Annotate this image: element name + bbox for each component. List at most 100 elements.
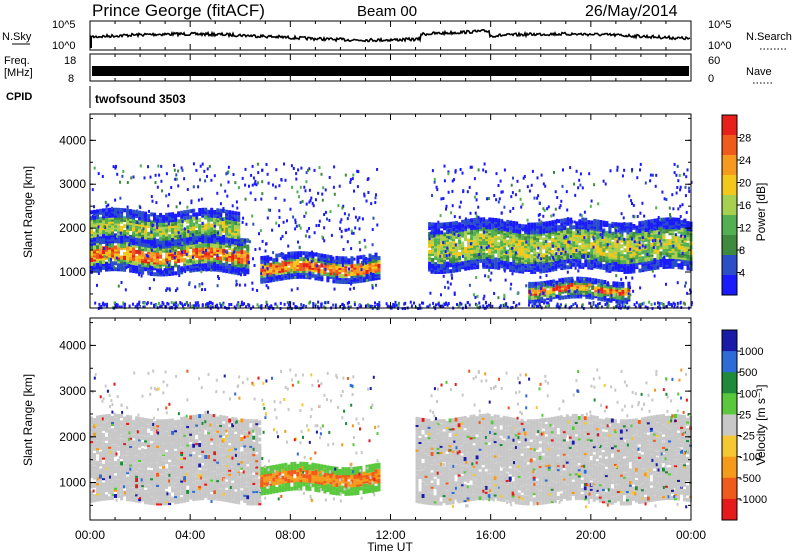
data-cell (539, 265, 543, 270)
data-cell (287, 267, 291, 272)
data-cell (555, 294, 559, 299)
data-cell (512, 234, 516, 239)
data-cell (563, 255, 567, 260)
data-cell (328, 176, 331, 179)
data-cell (317, 300, 320, 304)
data-cell (128, 304, 131, 308)
data-cell (233, 250, 236, 254)
data-cell (498, 305, 501, 309)
data-cell (286, 219, 288, 223)
data-cell (397, 301, 400, 305)
data-cell (232, 218, 235, 221)
data-cell (210, 207, 214, 212)
data-cell (567, 289, 570, 293)
data-cell (96, 245, 99, 250)
data-cell (512, 260, 516, 265)
data-cell (153, 216, 157, 221)
data-cell (320, 253, 324, 258)
data-cell (265, 242, 268, 246)
data-cell (566, 208, 569, 212)
data-cell (582, 253, 585, 257)
data-cell (311, 252, 315, 257)
data-cell (558, 206, 561, 210)
data-cell (629, 226, 633, 231)
data-cell (450, 237, 453, 241)
data-cell (464, 219, 468, 224)
data-cell (132, 239, 136, 244)
data-cell (308, 227, 310, 230)
data-cell (607, 281, 609, 285)
data-cell (602, 228, 606, 233)
data-cell (177, 251, 181, 255)
data-cell (418, 303, 421, 307)
data-cell (680, 249, 684, 254)
data-cell (236, 303, 239, 307)
data-cell (226, 251, 229, 255)
data-cell (347, 272, 351, 277)
data-cell (556, 218, 559, 222)
data-cell (542, 291, 545, 295)
data-cell (566, 217, 569, 221)
data-cell (443, 261, 447, 266)
data-cell (365, 273, 369, 278)
beam-title: Beam 00 (357, 3, 417, 20)
data-cell (550, 254, 553, 258)
data-cell (241, 176, 244, 180)
data-cell (204, 303, 207, 307)
data-cell (216, 263, 220, 268)
data-cell (572, 303, 575, 307)
data-cell (593, 183, 596, 187)
data-cell (350, 231, 353, 235)
data-cell (120, 305, 123, 309)
data-cell (120, 255, 124, 260)
data-cell (198, 208, 202, 212)
data-cell (658, 227, 661, 231)
data-cell (509, 226, 513, 231)
data-cell (186, 219, 190, 224)
data-cell (668, 239, 672, 244)
data-cell (434, 262, 438, 267)
data-cell (683, 252, 687, 257)
data-cell (522, 176, 525, 180)
data-cell (323, 254, 327, 259)
data-cell (554, 207, 557, 211)
data-cell (111, 206, 113, 210)
data-cell (342, 204, 345, 208)
data-cell (176, 304, 178, 308)
data-cell (674, 255, 678, 260)
data-cell (177, 255, 181, 259)
data-cell (633, 240, 636, 244)
data-cell (612, 266, 615, 270)
data-cell (356, 267, 360, 272)
data-cell (252, 222, 255, 226)
data-cell (123, 252, 127, 256)
data-cell (165, 236, 169, 241)
data-cell (181, 168, 184, 172)
data-cell (206, 174, 208, 178)
data-cell (536, 252, 540, 256)
data-cell (518, 257, 522, 262)
data-cell (129, 246, 133, 251)
data-cell (191, 209, 194, 213)
data-cell (566, 221, 570, 226)
data-cell (153, 272, 157, 277)
data-cell (200, 270, 203, 274)
data-cell (614, 263, 618, 268)
data-cell (195, 259, 199, 264)
data-cell (539, 247, 543, 252)
data-cell (229, 214, 232, 218)
data-cell (213, 229, 217, 234)
data-cell (174, 271, 178, 276)
data-cell (258, 247, 261, 251)
data-cell (324, 210, 327, 214)
data-cell (224, 305, 226, 309)
data-cell (686, 250, 690, 255)
data-cell (437, 240, 441, 245)
data-cell (153, 234, 157, 239)
data-cell (509, 287, 512, 291)
data-cell (243, 302, 245, 306)
data-cell (587, 231, 591, 236)
data-cell (627, 295, 631, 300)
data-cell (138, 216, 142, 221)
data-cell (201, 243, 205, 248)
